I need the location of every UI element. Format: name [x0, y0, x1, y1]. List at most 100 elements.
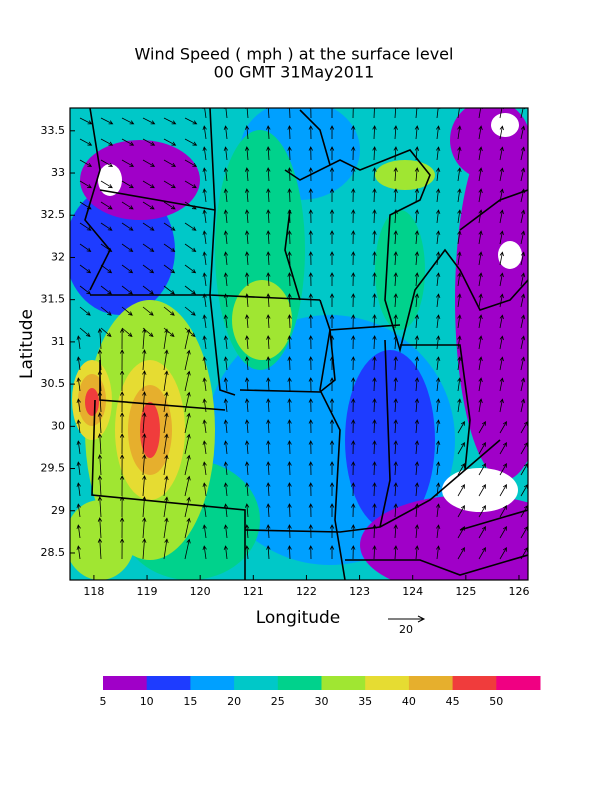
wind-arrow — [435, 146, 441, 161]
speed-region — [80, 140, 200, 220]
wind-arrow — [266, 188, 271, 203]
wind-arrow — [329, 356, 335, 371]
wind-arrow — [76, 461, 81, 476]
wind-arrow — [266, 125, 271, 140]
wind-arrow — [97, 475, 103, 497]
wind-arrow — [202, 503, 207, 518]
wind-arrow — [308, 335, 313, 350]
border — [299, 109, 331, 166]
wind-arrow — [223, 125, 229, 140]
wind-arrow — [478, 272, 483, 287]
colorbar: 5 10 15 20 25 30 35 40 45 50 — [100, 676, 541, 708]
y-tick-label: 30.5 — [41, 377, 66, 390]
colorbar-label: 40 — [402, 695, 416, 708]
wind-arrow — [435, 108, 441, 119]
wind-arrow — [202, 356, 207, 371]
wind-arrow — [76, 482, 81, 497]
wind-arrow — [393, 188, 398, 203]
wind-arrow — [414, 146, 420, 161]
wind-arrow — [435, 377, 441, 392]
wind-arrow — [308, 398, 313, 413]
wind-arrow — [287, 377, 292, 392]
wind-arrow — [244, 461, 250, 476]
wind-arrow — [163, 138, 177, 146]
colorbar-swatch — [365, 676, 410, 690]
wind-arrow — [414, 335, 420, 350]
wind-arrow — [202, 209, 207, 224]
wind-arrow — [79, 159, 93, 167]
wind-arrow — [308, 293, 313, 308]
wind-arrow — [202, 230, 207, 245]
wind-arrow — [79, 285, 91, 295]
wind-arrow — [457, 293, 462, 308]
wind-arrow — [351, 272, 356, 287]
wind-vectors — [76, 108, 528, 560]
wind-arrow — [520, 356, 526, 371]
wind-arrow — [142, 475, 147, 497]
wind-arrow — [414, 209, 420, 224]
wind-arrow — [393, 440, 398, 455]
wind-arrow — [393, 293, 398, 308]
wind-arrow — [478, 441, 486, 455]
wind-arrow — [393, 335, 398, 350]
wind-arrow — [414, 293, 420, 308]
wind-arrow — [202, 108, 207, 119]
wind-arrow — [372, 482, 377, 497]
colorbar-label: 5 — [100, 695, 107, 708]
wind-arrow — [244, 146, 250, 161]
wind-arrow — [308, 524, 313, 539]
wind-arrow — [457, 335, 462, 350]
wind-arrow — [79, 117, 93, 125]
x-tick-label: 122 — [296, 585, 317, 598]
wind-arrow — [142, 159, 156, 167]
speed-region — [345, 350, 435, 530]
wind-arrow — [308, 167, 313, 182]
wind-arrow — [121, 180, 134, 189]
speed-region — [375, 160, 435, 190]
wind-arrow — [223, 419, 229, 434]
wind-arrow — [329, 524, 335, 539]
wind-arrow — [119, 328, 125, 350]
wind-arrow — [435, 503, 441, 518]
wind-arrow — [393, 398, 398, 413]
wind-arrow — [414, 545, 420, 560]
wind-arrow — [121, 285, 133, 295]
wind-arrow — [76, 398, 81, 413]
wind-arrow — [266, 146, 271, 161]
wind-arrow — [457, 167, 462, 182]
colorbar-label: 15 — [183, 695, 197, 708]
wind-arrow — [308, 146, 313, 161]
wind-arrow — [244, 503, 250, 518]
wind-arrow — [202, 146, 207, 161]
speed-region — [455, 120, 528, 480]
wind-arrow — [351, 167, 356, 182]
wind-arrow — [184, 201, 197, 210]
wind-arrow — [76, 503, 81, 518]
wind-arrow — [393, 272, 398, 287]
colorbar-swatch — [190, 676, 235, 690]
wind-arrow — [414, 108, 420, 119]
colorbar-swatch — [277, 676, 322, 690]
wind-arrow — [414, 314, 420, 329]
wind-arrow — [266, 503, 271, 518]
wind-arrow — [244, 272, 250, 287]
wind-arrow — [435, 251, 441, 266]
wind-arrow — [244, 440, 250, 455]
wind-arrow — [202, 167, 207, 182]
wind-arrow — [478, 525, 486, 539]
wind-arrow — [244, 167, 250, 182]
wind-arrow — [329, 251, 335, 266]
wind-arrow — [499, 398, 504, 413]
wind-arrow — [520, 167, 526, 182]
wind-arrow — [202, 335, 207, 350]
wind-arrow — [163, 306, 175, 316]
wind-arrow — [329, 146, 335, 161]
wind-arrow — [79, 222, 92, 231]
wind-arrow — [329, 167, 335, 182]
wind-arrow — [457, 462, 465, 476]
wind-arrow — [435, 335, 441, 350]
wind-arrow — [351, 251, 356, 266]
calm-region — [98, 164, 122, 196]
wind-arrow — [457, 398, 462, 413]
wind-arrow — [520, 272, 526, 287]
